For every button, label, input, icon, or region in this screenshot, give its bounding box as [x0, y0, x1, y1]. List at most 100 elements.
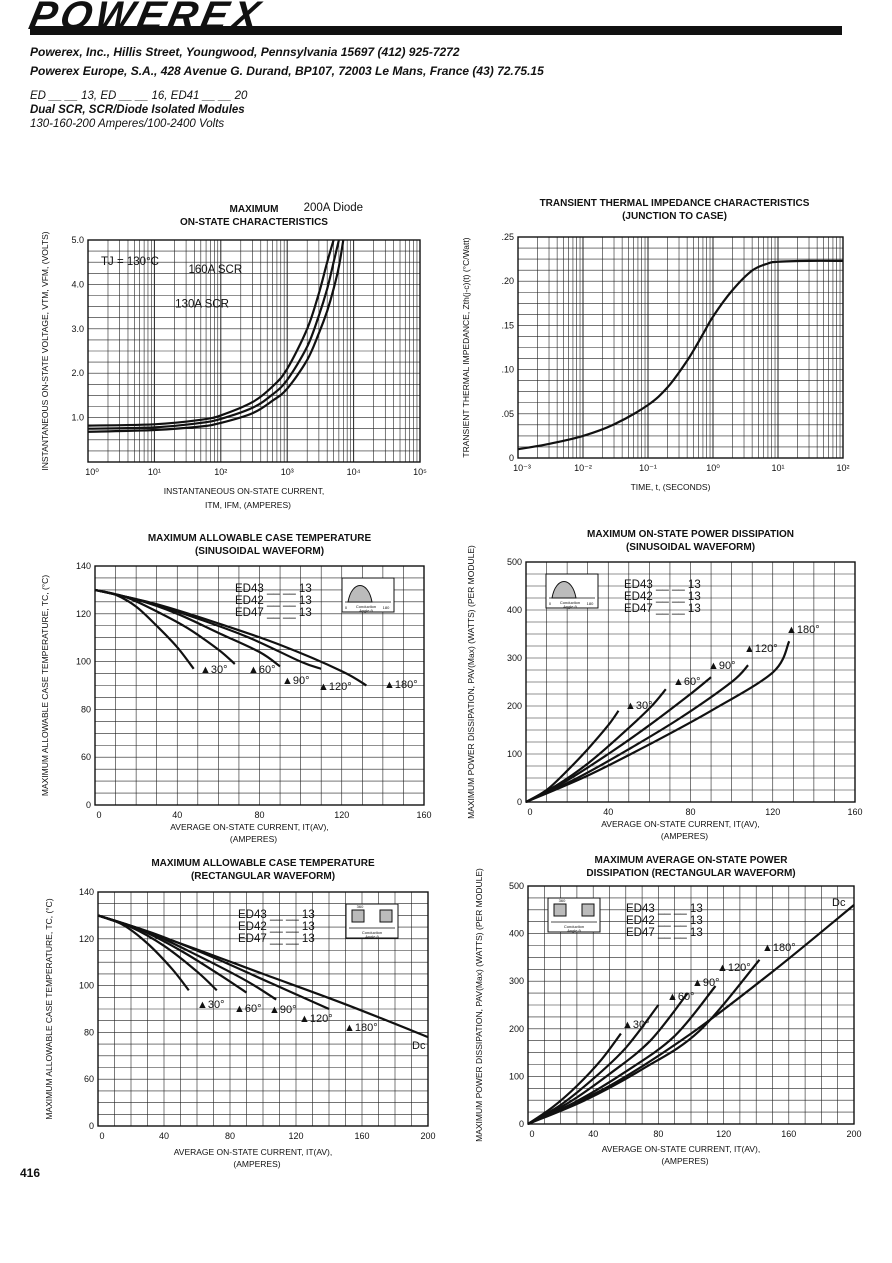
series-label: ▲90° — [282, 675, 310, 687]
series-line — [525, 664, 749, 803]
x-axis-label: AVERAGE ON-STATE CURRENT, IT(AV), — [602, 1144, 761, 1154]
x-tick-label: 10² — [836, 463, 849, 473]
y-tick-label: 200 — [509, 1024, 524, 1034]
inset-label: 180 — [587, 601, 594, 606]
chart-title: MAXIMUM AVERAGE ON-STATE POWER — [595, 855, 789, 866]
grid — [517, 236, 843, 459]
series-line — [527, 1004, 660, 1125]
x-tick-label: 10⁻³ — [513, 463, 531, 473]
legend-entry: ED47 __ __ 13 — [624, 603, 701, 615]
chart-title: (JUNCTION TO CASE) — [622, 211, 727, 222]
series-line — [525, 640, 791, 804]
x-axis-label: (AMPERES) — [661, 831, 708, 841]
y-tick-label: 100 — [76, 657, 91, 667]
y-tick-label: .10 — [501, 365, 514, 375]
x-tick-label: 10⁵ — [413, 467, 427, 477]
y-tick-label: 0 — [509, 453, 514, 463]
series-label: Dc — [832, 897, 846, 909]
series-label: ▲120° — [299, 1013, 333, 1025]
x-tick-label: 40 — [603, 807, 613, 817]
x-tick-label: 120 — [334, 810, 349, 820]
x-tick-label: 0 — [527, 807, 532, 817]
chart-title: MAXIMUM ALLOWABLE CASE TEMPERATURE — [151, 858, 375, 869]
series-label: ▲30° — [200, 664, 228, 676]
legend-entry: ED43 __ __ 13 — [626, 903, 703, 915]
y-tick-label-zero: 0 — [89, 1121, 94, 1131]
inset-label: Conduction — [560, 600, 580, 605]
y-tick-label: 80 — [84, 1027, 94, 1037]
chart-title: ON-STATE CHARACTERISTICS — [180, 217, 328, 228]
y-tick-label: .20 — [501, 276, 514, 286]
y-tick-label: .25 — [501, 232, 514, 242]
y-tick-label: 60 — [81, 752, 91, 762]
x-tick-label: 10¹ — [771, 463, 784, 473]
x-tick-label: 160 — [781, 1129, 796, 1139]
series-label: ▲180° — [786, 624, 820, 636]
inset-label: Angle θ — [567, 928, 581, 933]
series-label: ▲60° — [673, 676, 701, 688]
y-tick-label: 140 — [79, 887, 94, 897]
chart-annotation: TJ = 130°C — [101, 256, 159, 268]
y-tick-label: 300 — [507, 653, 522, 663]
x-tick-label: 200 — [846, 1129, 861, 1139]
inset-label: Angle θ — [359, 608, 373, 613]
y-tick-label: 140 — [76, 561, 91, 571]
y-tick-label: 120 — [79, 934, 94, 944]
y-tick-label: .05 — [501, 409, 514, 419]
y-tick-label: 100 — [79, 981, 94, 991]
header-rule — [30, 26, 842, 35]
y-tick-label: 500 — [509, 881, 524, 891]
series-label: ▲90° — [269, 1004, 297, 1016]
x-axis-label: (AMPERES) — [661, 1156, 708, 1166]
address-us: Powerex, Inc., Hillis Street, Youngwood,… — [30, 45, 460, 59]
x-axis-label: AVERAGE ON-STATE CURRENT, IT(AV), — [174, 1147, 333, 1157]
x-tick-label: 120 — [765, 807, 780, 817]
chart-title: MAXIMUM ALLOWABLE CASE TEMPERATURE — [148, 533, 372, 544]
y-axis-label: MAXIMUM ALLOWABLE CASE TEMPERATURE, TC, … — [44, 898, 54, 1119]
plot-frame — [87, 239, 421, 463]
legend-entry: ED47 __ __ 13 — [238, 933, 315, 945]
y-tick-label: 0 — [519, 1119, 524, 1129]
series-line — [87, 239, 340, 430]
series-label: ▲90° — [708, 660, 736, 672]
x-tick-label: 80 — [225, 1131, 235, 1141]
x-tick-label: 40 — [588, 1129, 598, 1139]
product-description: Dual SCR, SCR/Diode Isolated Modules — [30, 104, 245, 116]
inset-label: 360 — [357, 904, 364, 909]
chart-title: (SINUSOIDAL WAVEFORM) — [195, 546, 324, 557]
inset-label: Conduction — [564, 924, 584, 929]
y-tick-label: 400 — [509, 929, 524, 939]
inset-label: 0 — [549, 601, 552, 606]
y-tick-label: 120 — [76, 609, 91, 619]
inset-waveform — [553, 903, 595, 917]
legend-entry: ED43 __ __ 13 — [624, 579, 701, 591]
legend-entry: ED42 __ __ 13 — [624, 591, 701, 603]
x-tick-label: 160 — [416, 810, 431, 820]
series-line — [97, 914, 429, 1039]
chart-case-temp-rect: MAXIMUM ALLOWABLE CASE TEMPERATURE (RECTA… — [44, 858, 436, 1169]
x-tick-label: 0 — [96, 810, 101, 820]
series-label: Dc — [412, 1040, 426, 1052]
y-tick-label: 2.0 — [71, 368, 84, 378]
chart-title: TRANSIENT THERMAL IMPEDANCE CHARACTERIST… — [540, 198, 810, 209]
y-tick-label: 300 — [509, 976, 524, 986]
series-label: 200A Diode — [304, 202, 363, 214]
x-tick-label: 10⁻² — [574, 463, 592, 473]
y-tick-label: 3.0 — [71, 324, 84, 334]
x-tick-label: 0 — [99, 1131, 104, 1141]
series-line — [527, 959, 761, 1126]
plot-frame — [527, 885, 855, 1125]
y-tick-label: 100 — [509, 1071, 524, 1081]
page-number: 416 — [20, 1166, 41, 1180]
series-label: 130A SCR — [175, 298, 229, 310]
x-axis-label: AVERAGE ON-STATE CURRENT, IT(AV), — [170, 822, 329, 832]
series-label: ▲60° — [248, 664, 276, 676]
address-europe: Powerex Europe, S.A., 428 Avenue G. Dura… — [30, 64, 544, 78]
legend-entry: ED47 __ __ 13 — [626, 927, 703, 939]
y-axis-label: TRANSIENT THERMAL IMPEDANCE, Zth(j-c)(t)… — [461, 237, 471, 457]
y-axis-label: MAXIMUM POWER DISSIPATION, PAV(Max) (WAT… — [466, 545, 476, 819]
inset-label: Conduction — [362, 930, 382, 935]
